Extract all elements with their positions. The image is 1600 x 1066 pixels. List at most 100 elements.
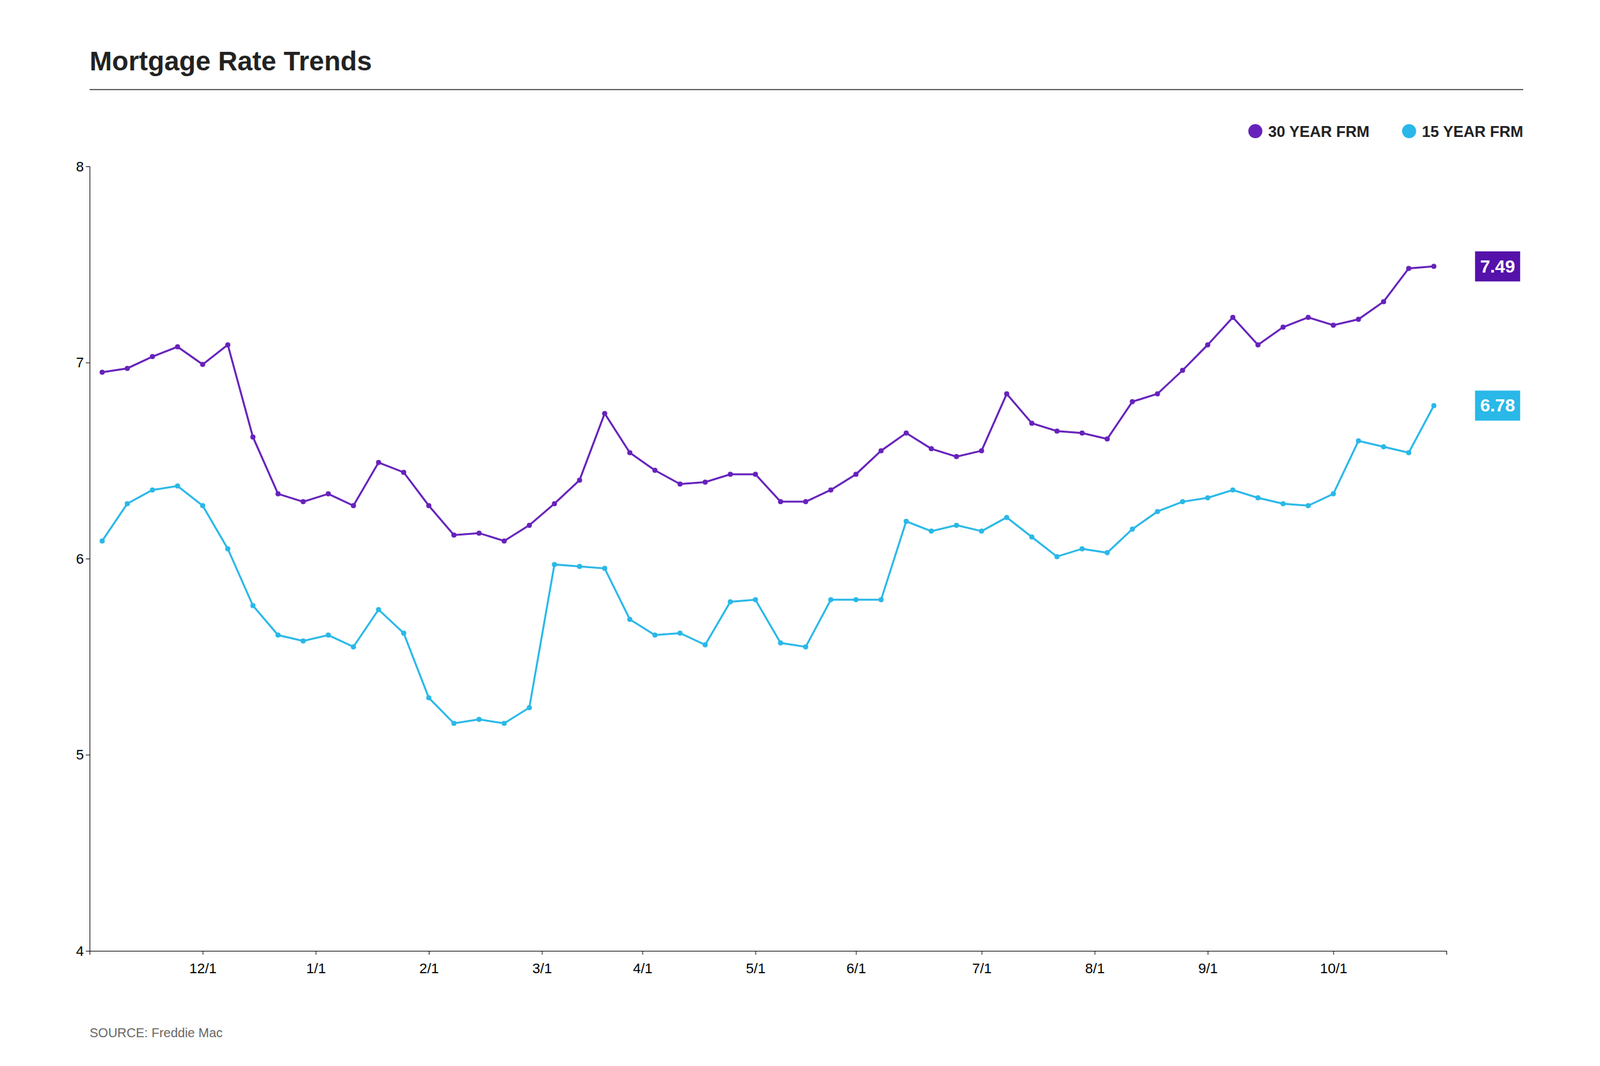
point	[727, 599, 733, 605]
point	[1255, 342, 1261, 348]
point	[124, 366, 130, 372]
y-tick-label: 6	[76, 551, 84, 568]
point	[451, 720, 457, 726]
title: Mortgage Rate Trends	[89, 46, 372, 77]
point	[551, 561, 557, 568]
point	[1356, 438, 1362, 444]
point	[677, 630, 683, 636]
point	[602, 410, 608, 416]
marks	[99, 263, 1437, 726]
point	[1155, 508, 1161, 514]
point	[375, 607, 381, 613]
point	[526, 705, 532, 711]
point	[1431, 403, 1437, 409]
x-tick-label: 9/1	[1198, 960, 1218, 977]
y-tick-mark	[85, 951, 90, 952]
x-tick: 7/1	[972, 951, 992, 977]
point	[401, 469, 407, 475]
annotations: 7.49 6.78	[1475, 251, 1521, 422]
point	[250, 434, 256, 440]
point	[778, 640, 784, 646]
point	[752, 597, 758, 603]
legend-item: 30 YEAR FRM	[1248, 122, 1369, 141]
x-tick-label: 10/1	[1319, 960, 1348, 977]
point	[1205, 342, 1211, 348]
x-tick-mark	[755, 951, 756, 955]
point	[1406, 265, 1412, 271]
legend-swatch	[1248, 124, 1263, 139]
x-tick-mark	[981, 951, 983, 955]
point	[878, 448, 884, 454]
x-tick-mark	[1094, 951, 1096, 955]
point	[451, 532, 457, 538]
point	[1004, 391, 1010, 397]
x-tick: 9/1	[1198, 951, 1218, 977]
point	[551, 501, 557, 507]
point	[250, 603, 256, 609]
point	[350, 503, 356, 509]
point	[928, 528, 934, 534]
y-axis-line	[85, 167, 91, 952]
chart: Mortgage Rate Trends12/11/12/13/14/15/16…	[0, 0, 1600, 1066]
x-tick: 1/1	[306, 951, 327, 977]
point	[1029, 534, 1035, 540]
point	[752, 471, 758, 477]
point	[149, 487, 155, 493]
x-tick-label: 4/1	[632, 960, 653, 977]
y-tick: 6	[76, 551, 90, 568]
x-tick-mark	[1333, 951, 1334, 955]
end-label: 6.78	[1475, 390, 1521, 421]
y-tick-mark	[85, 755, 90, 756]
point	[1004, 515, 1010, 521]
point	[577, 477, 583, 483]
title-rule	[89, 88, 1524, 91]
point	[1330, 491, 1336, 497]
x-tick: 10/1	[1319, 951, 1348, 977]
x-tick-label: 12/1	[189, 960, 217, 977]
x-tick: 2/1	[419, 951, 440, 977]
point	[1255, 495, 1261, 501]
y-tick-label: 4	[76, 943, 84, 960]
point	[526, 522, 532, 528]
point	[1180, 499, 1186, 505]
x-tick-mark	[542, 951, 543, 955]
point	[803, 499, 809, 505]
y-tick-mark	[85, 166, 90, 168]
point	[1104, 550, 1110, 556]
point	[1104, 436, 1110, 442]
point	[501, 538, 507, 544]
point	[225, 546, 231, 552]
y-tick-label: 7	[76, 354, 84, 371]
line	[102, 405, 1435, 724]
point	[225, 342, 231, 348]
legend-label: 30 YEAR FRM	[1267, 122, 1369, 141]
point	[1155, 391, 1161, 397]
point	[1079, 430, 1085, 436]
point	[124, 501, 130, 507]
legend-item: 15 YEAR FRM	[1402, 122, 1524, 141]
point	[853, 597, 859, 603]
line	[102, 266, 1435, 541]
point	[300, 638, 306, 644]
point	[979, 448, 985, 454]
point	[627, 449, 633, 456]
points	[99, 263, 1437, 544]
point	[602, 565, 608, 571]
point	[1129, 526, 1135, 532]
y-tick: 7	[76, 354, 90, 371]
point	[1280, 501, 1286, 507]
point	[1381, 298, 1387, 304]
point	[1381, 444, 1387, 450]
point	[1305, 314, 1311, 320]
x-tick-label: 1/1	[306, 960, 327, 977]
point	[174, 483, 180, 489]
point	[953, 454, 959, 460]
point	[979, 528, 985, 534]
point	[501, 720, 507, 726]
end-label-text: 7.49	[1480, 256, 1516, 277]
point	[401, 630, 407, 636]
point	[426, 503, 432, 509]
point	[476, 716, 482, 722]
x-tick: 4/1	[632, 951, 653, 977]
point	[853, 471, 859, 477]
